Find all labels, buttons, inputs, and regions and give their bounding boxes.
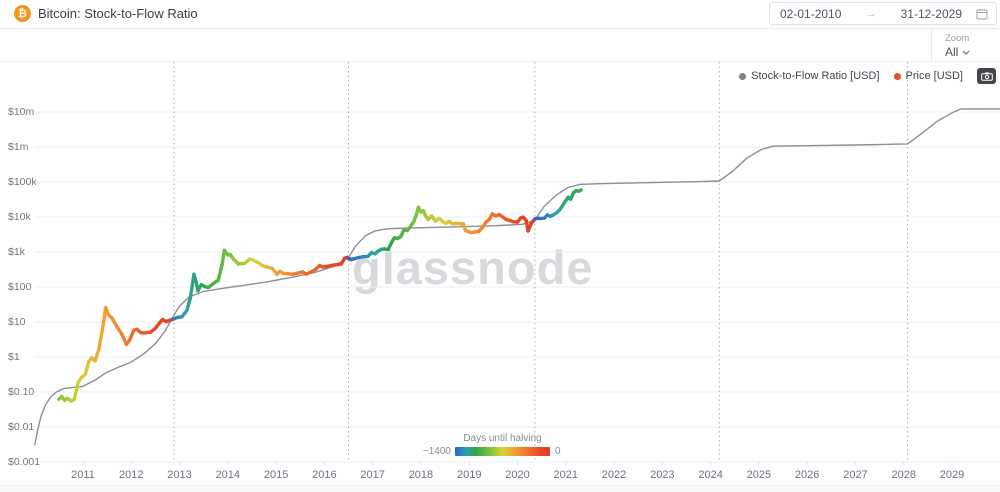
legend-label: Price [USD] (905, 70, 963, 82)
zoom-label: Zoom (945, 33, 970, 44)
y-tick-label: $10m (8, 106, 35, 118)
x-tick-label: 2011 (71, 469, 95, 481)
x-tick-label: 2028 (891, 469, 916, 481)
x-tick-label: 2022 (601, 469, 627, 481)
bitcoin-icon: ₿ (14, 5, 31, 22)
header-bar: ₿ Bitcoin: Stock-to-Flow Ratio 02-01-201… (0, 0, 1000, 29)
x-tick-label: 2012 (119, 469, 144, 481)
x-tick-label: 2017 (360, 469, 385, 481)
chart-legend: Stock-to-Flow Ratio [USD] Price [USD] (739, 68, 996, 84)
y-tick-label: $0.01 (8, 421, 35, 433)
y-tick-label: $1m (8, 141, 29, 153)
x-tick-label: 2019 (456, 469, 482, 481)
page-title: Bitcoin: Stock-to-Flow Ratio (38, 6, 198, 21)
y-tick-label: $0.001 (8, 456, 41, 468)
y-tick-label: $100k (8, 176, 37, 188)
chevron-down-icon (962, 50, 970, 55)
x-tick-label: 2018 (408, 469, 434, 481)
zoom-value: All (945, 45, 959, 59)
color-scale-gradient-bar (455, 447, 550, 456)
x-tick-label: 2024 (698, 469, 723, 481)
calendar-icon[interactable] (972, 8, 996, 20)
chart-toolbar: Zoom All (0, 29, 1000, 62)
color-scale-title: Days until halving (463, 433, 542, 444)
x-tick-label: 2029 (939, 469, 965, 481)
y-tick-label: $1k (8, 246, 25, 258)
legend-dot-icon (739, 72, 747, 80)
zoom-select[interactable]: All (945, 45, 1000, 59)
x-tick-label: 2013 (167, 469, 192, 481)
legend-item[interactable]: Price [USD] (893, 70, 963, 82)
zoom-control[interactable]: Zoom All (931, 29, 1000, 61)
x-tick-label: 2016 (312, 469, 337, 481)
color-scale-max-label: 0 (555, 446, 561, 457)
y-tick-label: $10 (8, 316, 26, 328)
y-tick-label: $1 (8, 351, 20, 363)
y-tick-label: $0.10 (8, 386, 35, 398)
footer-strip (0, 485, 1000, 492)
legend-label: Stock-to-Flow Ratio [USD] (751, 70, 880, 82)
x-tick-label: 2021 (553, 469, 578, 481)
y-tick-label: $100 (8, 281, 32, 293)
date-to-field[interactable]: 31-12-2029 (900, 6, 962, 21)
x-tick-label: 2023 (650, 469, 675, 481)
legend-item[interactable]: Stock-to-Flow Ratio [USD] (739, 70, 880, 82)
y-tick-label: $10k (8, 211, 31, 223)
x-tick-label: 2026 (794, 469, 820, 481)
camera-icon[interactable] (977, 68, 996, 84)
date-from-field[interactable]: 02-01-2010 (780, 6, 842, 21)
x-tick-label: 2015 (263, 469, 289, 481)
legend-dot-icon (893, 72, 901, 80)
x-tick-label: 2027 (843, 469, 868, 481)
date-range-picker[interactable]: 02-01-2010 → 31-12-2029 (769, 2, 997, 25)
x-tick-label: 2025 (746, 469, 772, 481)
x-tick-label: 2020 (505, 469, 530, 481)
color-scale-min-label: ~1400 (422, 446, 451, 457)
date-range-arrow-icon: → (865, 7, 877, 20)
x-tick-label: 2014 (215, 469, 241, 481)
glassnode-watermark: glassnode (352, 241, 594, 294)
